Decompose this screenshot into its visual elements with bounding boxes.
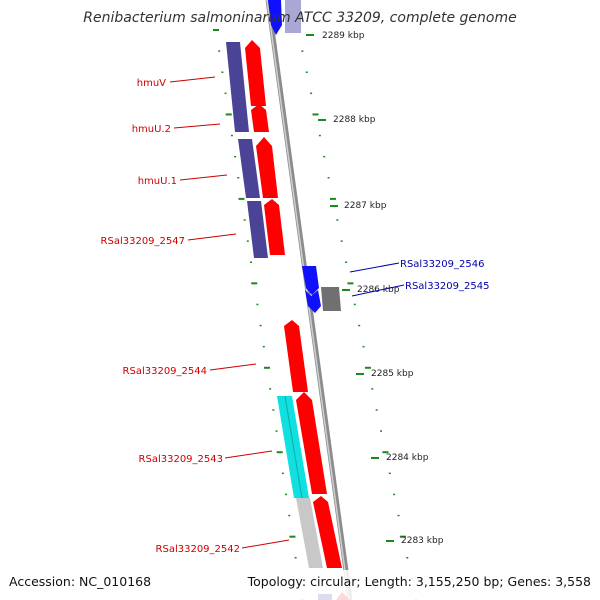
scale-label-2289: 2289 kbp [322, 31, 365, 41]
connector-hmuU1 [179, 174, 228, 181]
gene-labels: hmuV hmuU.2 hmuU.1 RSal33209_2547 RSal33… [101, 78, 490, 555]
connector-2547 [187, 233, 237, 241]
scale-label-2283: 2283 kbp [401, 536, 444, 546]
gene-label-2546[interactable]: RSal33209_2546 [400, 259, 484, 270]
gene-label-2544[interactable]: RSal33209_2544 [123, 366, 207, 377]
gene-2546-blue-b[interactable] [305, 290, 321, 313]
gene-top-lavender[interactable] [285, 0, 301, 33]
gene-hmuU1-purple-b[interactable] [247, 201, 268, 258]
gene-label-hmuU2[interactable]: hmuU.2 [132, 124, 171, 135]
footer-bar [0, 570, 600, 600]
map-title: Renibacterium salmoninarum ATCC 33209, c… [83, 10, 517, 26]
gene-label-2543[interactable]: RSal33209_2543 [139, 454, 223, 465]
connector-2545 [351, 284, 405, 297]
scale-label-2284: 2284 kbp [386, 453, 429, 463]
scale-label-2288: 2288 kbp [333, 115, 376, 125]
accession-text: Accession: NC_010168 [9, 574, 152, 589]
gene-hmuU1-red[interactable] [256, 137, 278, 198]
gene-label-2545[interactable]: RSal33209_2545 [405, 281, 489, 292]
connector-2543 [224, 450, 273, 459]
gene-label-2542[interactable]: RSal33209_2542 [156, 544, 240, 555]
gene-2546-blue[interactable] [302, 266, 319, 295]
gene-2545-gray[interactable] [321, 287, 341, 311]
gene-2542-red[interactable] [313, 496, 342, 568]
gene-2547-red[interactable] [264, 199, 285, 255]
gene-label-hmuU1[interactable]: hmuU.1 [138, 176, 177, 187]
gene-2543-red[interactable] [296, 392, 327, 494]
gene-2543-cyan-line [284, 395, 303, 499]
gene-hmuV-purple[interactable] [226, 42, 249, 132]
scale-label-2287: 2287 kbp [344, 201, 387, 211]
scale-tick-marks [306, 34, 394, 542]
connector-2542 [241, 539, 290, 549]
label-connectors [169, 76, 405, 549]
gene-hmuV-red[interactable] [245, 40, 266, 106]
gene-label-2547[interactable]: RSal33209_2547 [101, 236, 185, 247]
scale-label-2285: 2285 kbp [371, 369, 414, 379]
connector-2546 [349, 262, 400, 273]
tick-guides [213, 29, 417, 600]
genome-summary-text: Topology: circular; Length: 3,155,250 bp… [247, 574, 591, 589]
gene-2544-red[interactable] [284, 320, 308, 392]
gene-top-blue[interactable] [268, 0, 282, 35]
connector-hmuV [169, 76, 216, 83]
gene-hmuU2-red[interactable] [251, 104, 269, 132]
gene-label-hmuV[interactable]: hmuV [137, 78, 166, 89]
connector-2544 [209, 363, 257, 371]
gene-2542-lightgray[interactable] [296, 498, 323, 568]
gene-hmuU2-purple-a[interactable] [238, 139, 260, 198]
connector-hmuU2 [173, 123, 221, 129]
